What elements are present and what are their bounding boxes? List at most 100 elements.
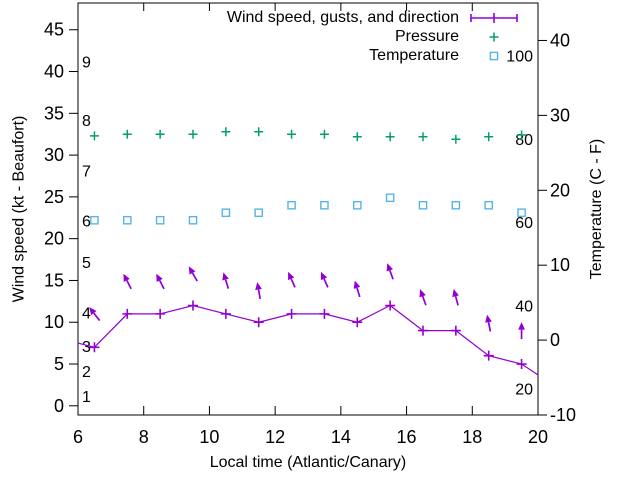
- wind-point-marker: [352, 317, 363, 328]
- wind-point-marker: [188, 300, 198, 311]
- temperature-series: [90, 193, 526, 225]
- pressure-point-marker: [254, 127, 264, 137]
- x-axis-title: Local time (Atlantic/Canary): [209, 454, 407, 471]
- left-tick-label: 25: [44, 187, 64, 207]
- beaufort-label: 2: [82, 364, 91, 381]
- legend-label-pressure: Pressure: [394, 28, 459, 45]
- fahrenheit-label: 60: [515, 215, 533, 232]
- wind-arrow-head: [353, 280, 361, 289]
- wind-arrow-head: [419, 289, 426, 298]
- wind-arrow-shaft: [126, 280, 132, 290]
- wind-direction-arrows: [89, 263, 525, 340]
- fahrenheit-label: 100: [506, 49, 533, 66]
- wind-arrow-shaft: [323, 278, 329, 288]
- right-tick-label: 30: [550, 105, 570, 125]
- pressure-plus-legend-icon: [468, 29, 520, 45]
- fahrenheit-scale-labels: 20 40 60 80 100: [506, 49, 533, 399]
- temperature-point-marker: [451, 200, 461, 210]
- wind-arrow-shaft: [487, 321, 492, 332]
- wind-arrow-shaft: [158, 280, 165, 290]
- temperature-point-marker: [90, 215, 99, 225]
- wind-point-marker: [155, 308, 166, 319]
- wind-arrow-shaft: [290, 278, 296, 288]
- temperature-point-marker: [517, 208, 526, 218]
- wind-point-marker: [122, 308, 133, 319]
- legend-label-temperature: Temperature: [369, 47, 459, 64]
- wind-arrow-shaft: [93, 312, 101, 322]
- x-tick-label: 8: [139, 427, 149, 447]
- wind-arrow-shaft: [224, 279, 230, 289]
- temperature-point-marker: [418, 200, 428, 210]
- left-tick-label: 35: [44, 103, 64, 123]
- wind-arrow-shaft: [454, 295, 459, 306]
- pressure-point-marker: [451, 134, 461, 144]
- x-tick-label: 12: [265, 427, 285, 447]
- fahrenheit-label: 80: [515, 132, 533, 149]
- x-tick-label: 18: [462, 427, 482, 447]
- legend-item-temperature: Temperature: [369, 46, 520, 65]
- pressure-point-marker: [155, 129, 165, 139]
- pressure-point-marker: [89, 131, 99, 141]
- legend-item-wind: Wind speed, gusts, and direction: [227, 8, 520, 27]
- fahrenheit-label: 40: [515, 298, 533, 315]
- wind-arrow-head: [485, 314, 492, 323]
- wind-point-marker: [253, 317, 264, 328]
- wind-point-marker: [319, 308, 330, 319]
- pressure-point-marker: [122, 129, 132, 139]
- pressure-series: [89, 127, 527, 144]
- fahrenheit-label: 20: [515, 382, 533, 399]
- left-tick-label: 15: [44, 270, 64, 290]
- wind-arrow-shaft: [257, 289, 262, 299]
- wind-point-marker: [450, 325, 461, 336]
- left-tick-label: 0: [54, 396, 64, 416]
- temperature-point-marker: [320, 200, 329, 210]
- wind-arrow-shaft: [191, 272, 198, 282]
- temperature-point-marker: [155, 215, 165, 225]
- beaufort-label: 4: [82, 305, 91, 322]
- beaufort-label: 7: [82, 163, 91, 180]
- wind-arrow-head: [156, 273, 163, 282]
- wind-arrow-shaft: [421, 295, 427, 306]
- pressure-point-marker: [517, 130, 527, 140]
- left-tick-label: 5: [54, 354, 64, 374]
- wind-arrow-head: [89, 307, 97, 316]
- pressure-point-marker: [352, 132, 362, 142]
- right-tick-label: -10: [550, 405, 576, 425]
- axis-ticks: [69, 3, 547, 416]
- beaufort-label: 5: [82, 255, 91, 272]
- temperature-point-marker: [122, 215, 132, 225]
- wind-arrow-shaft: [356, 287, 361, 298]
- x-tick-label: 16: [397, 427, 417, 447]
- temperature-point-marker: [188, 215, 198, 225]
- pressure-point-marker: [418, 132, 428, 142]
- left-tick-label: 10: [44, 312, 64, 332]
- left-tick-label: 40: [44, 62, 64, 82]
- temperature-point-marker: [484, 200, 494, 210]
- axis-tick-labels: 6 8 10 12 14 16 18 20051015202530354045-1001020…: [44, 20, 576, 447]
- x-tick-label: 14: [331, 427, 351, 447]
- temperature-square-legend-icon: [468, 48, 520, 64]
- left-tick-label: 20: [44, 229, 64, 249]
- left-tick-label: 45: [44, 20, 64, 40]
- temperature-point-marker: [221, 208, 231, 218]
- pressure-point-marker: [484, 132, 494, 142]
- wind-point-marker: [418, 325, 428, 336]
- wind-arrow-head: [386, 263, 393, 272]
- beaufort-label: 6: [82, 213, 91, 230]
- temperature-point-marker: [352, 200, 362, 210]
- wind-arrow-head: [518, 322, 525, 330]
- pressure-point-marker: [287, 129, 297, 139]
- pressure-legend-glyph: [489, 32, 499, 41]
- temperature-legend-glyph: [489, 51, 499, 60]
- wind-errorbar-legend-icon: [468, 10, 520, 26]
- wind-point-marker: [89, 342, 100, 353]
- temperature-point-marker: [287, 200, 296, 210]
- wind-arrow-head: [320, 271, 328, 281]
- pressure-point-marker: [188, 129, 198, 139]
- beaufort-label: 8: [82, 113, 91, 130]
- wind-arrow-head: [222, 272, 229, 281]
- right-tick-label: 20: [550, 180, 570, 200]
- x-tick-label: 10: [199, 427, 219, 447]
- beaufort-label: 9: [82, 55, 91, 72]
